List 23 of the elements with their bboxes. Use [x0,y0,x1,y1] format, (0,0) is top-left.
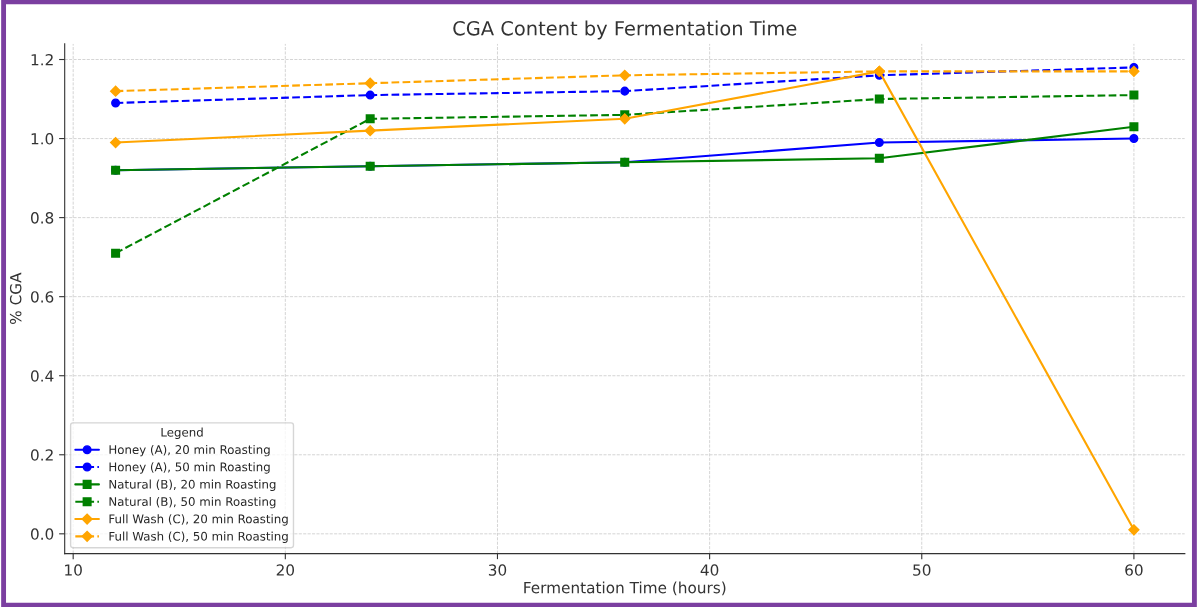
y-tick-label: 0.8 [30,212,54,224]
y-tick-label: 0.0 [30,528,54,540]
y-tick-label: 1.0 [31,133,54,145]
x-axis-title: Fermentation Time (hours) [524,581,726,596]
x-tick-label: 60 [1125,564,1143,576]
y-axis-title: % CGA [9,272,22,324]
chart-title: CGA Content by Fermentation Time [453,20,797,40]
x-tick-label: 40 [700,564,719,576]
legend-label: Full Wash (C), 20 min Roasting [109,514,288,526]
legend-label: Natural (B), 20 min Roasting [109,479,276,491]
legend-label: Honey (A), 20 min Roasting [109,444,270,457]
x-tick-label: 10 [65,564,82,576]
y-tick-label: 0.2 [30,449,53,461]
legend-title: Legend [161,427,203,439]
x-tick-label: 50 [913,564,931,576]
x-tick-label: 30 [488,564,507,576]
x-tick-label: 20 [276,564,295,576]
legend-label: Honey (A), 50 min Roasting [109,462,270,474]
y-tick-label: 1.2 [31,53,53,66]
legend-label: Full Wash (C), 50 min Roasting [109,531,288,543]
y-tick-label: 0.4 [30,370,54,382]
legend-label: Natural (B), 50 min Roasting [109,496,276,509]
y-tick-label: 0.6 [30,291,54,303]
